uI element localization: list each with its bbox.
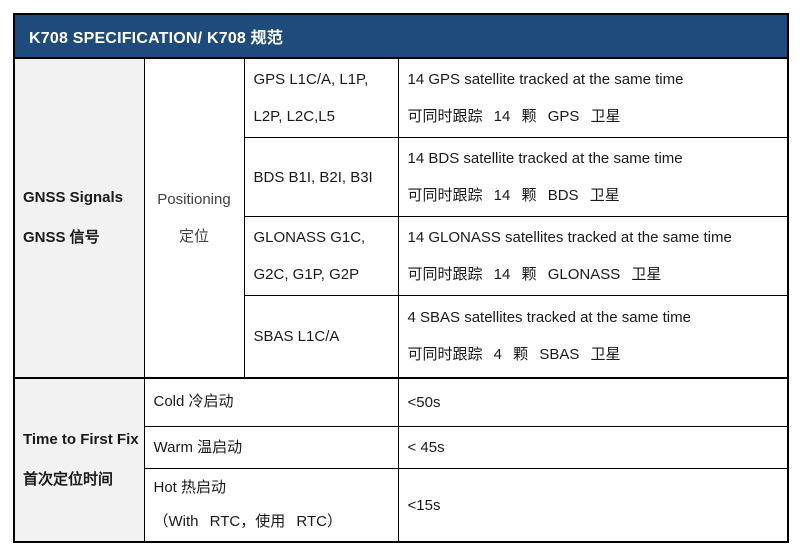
table-row-hot: Hot 热启动 （With RTC，使用 RTC） <15s xyxy=(14,468,789,543)
positioning-label-en: Positioning xyxy=(157,190,231,208)
sbas-signals-line1: SBAS L1C/A xyxy=(253,327,340,345)
gps-signals-line1: GPS L1C/A, L1P, xyxy=(253,71,369,88)
table-row-gps: GNSS Signals GNSS 信号 Positioning 定位 GPS … xyxy=(13,57,789,378)
sbas-desc-en: 4 SBAS satellites tracked at the same ti… xyxy=(407,309,691,327)
cell-mode-hot: Hot 热启动 （With RTC，使用 RTC） xyxy=(143,468,399,543)
table-header-row: K708 SPECIFICATION/ K708 规范 xyxy=(13,13,789,59)
hot-value: <15s xyxy=(407,496,441,514)
table-title: K708 SPECIFICATION/ K708 规范 xyxy=(13,13,789,59)
cell-value-warm: < 45s xyxy=(397,426,789,469)
cell-desc-bds: 14 BDS satellite tracked at the same tim… xyxy=(397,137,789,217)
cell-mode-cold: Cold 冷启动 xyxy=(143,376,399,427)
spec-table: K708 SPECIFICATION/ K708 规范 GNSS Signals… xyxy=(13,13,789,543)
table-row-sbas: SBAS L1C/A 4 SBAS satellites tracked at … xyxy=(14,295,789,378)
cell-positioning-label: Positioning 定位 xyxy=(143,57,245,378)
hot-mode-label-2: （With RTC，使用 RTC） xyxy=(153,513,342,530)
cell-signals-glonass: GLONASS G1C, G2C, G1P, G2P xyxy=(243,216,399,296)
table-row-glonass: GLONASS G1C, G2C, G1P, G2P 14 GLONASS sa… xyxy=(14,216,789,296)
gps-desc-en: 14 GPS satellite tracked at the same tim… xyxy=(407,71,684,88)
cell-signals-bds: BDS B1I, B2I, B3I xyxy=(243,137,399,217)
warm-value: < 45s xyxy=(407,439,445,456)
sbas-desc-zh: 可同时跟踪 4 颗 SBAS 卫星 xyxy=(407,346,621,364)
bds-desc-en: 14 BDS satellite tracked at the same tim… xyxy=(407,150,683,167)
table-row-warm: Warm 温启动 < 45s xyxy=(14,426,789,469)
table-row-cold: Time to First Fix 首次定位时间 Cold 冷启动 <50s xyxy=(13,376,789,543)
gps-desc-zh: 可同时跟踪 14 颗 GPS 卫星 xyxy=(407,108,621,125)
table-row-bds: BDS B1I, B2I, B3I 14 BDS satellite track… xyxy=(14,137,789,217)
glonass-desc-zh: 可同时跟踪 14 颗 GLONASS 卫星 xyxy=(407,266,662,283)
warm-mode-label: Warm 温启动 xyxy=(153,438,243,456)
hot-mode-label: Hot 热启动 xyxy=(153,479,227,496)
gnss-label-en: GNSS Signals xyxy=(23,188,124,206)
cell-value-cold: <50s xyxy=(397,376,789,427)
cell-signals-gps: GPS L1C/A, L1P, L2P, L2C,L5 xyxy=(243,57,399,138)
ttff-label-en: Time to First Fix xyxy=(23,430,139,448)
cell-value-hot: <15s xyxy=(397,468,789,543)
cell-mode-warm: Warm 温启动 xyxy=(143,426,399,469)
glonass-desc-en: 14 GLONASS satellites tracked at the sam… xyxy=(407,229,732,246)
ttff-label-zh: 首次定位时间 xyxy=(23,470,114,488)
cell-desc-glonass: 14 GLONASS satellites tracked at the sam… xyxy=(397,216,789,296)
cell-signals-sbas: SBAS L1C/A xyxy=(243,295,399,378)
positioning-label-zh: 定位 xyxy=(178,227,209,245)
cell-gnss-signals-label: GNSS Signals GNSS 信号 xyxy=(13,57,145,378)
bds-desc-zh: 可同时跟踪 14 颗 BDS 卫星 xyxy=(407,187,620,204)
cell-ttff-label: Time to First Fix 首次定位时间 xyxy=(13,376,145,543)
gps-signals-line2: L2P, L2C,L5 xyxy=(253,108,335,125)
bds-signals-line1: BDS B1I, B2I, B3I xyxy=(253,168,373,186)
gnss-label-zh: GNSS 信号 xyxy=(23,228,100,246)
cell-desc-sbas: 4 SBAS satellites tracked at the same ti… xyxy=(397,295,789,378)
cold-mode-label: Cold 冷启动 xyxy=(153,393,234,411)
cold-value: <50s xyxy=(407,393,441,411)
glonass-signals-line2: G2C, G1P, G2P xyxy=(253,266,360,283)
cell-desc-gps: 14 GPS satellite tracked at the same tim… xyxy=(397,57,789,138)
glonass-signals-line1: GLONASS G1C, xyxy=(253,229,366,246)
